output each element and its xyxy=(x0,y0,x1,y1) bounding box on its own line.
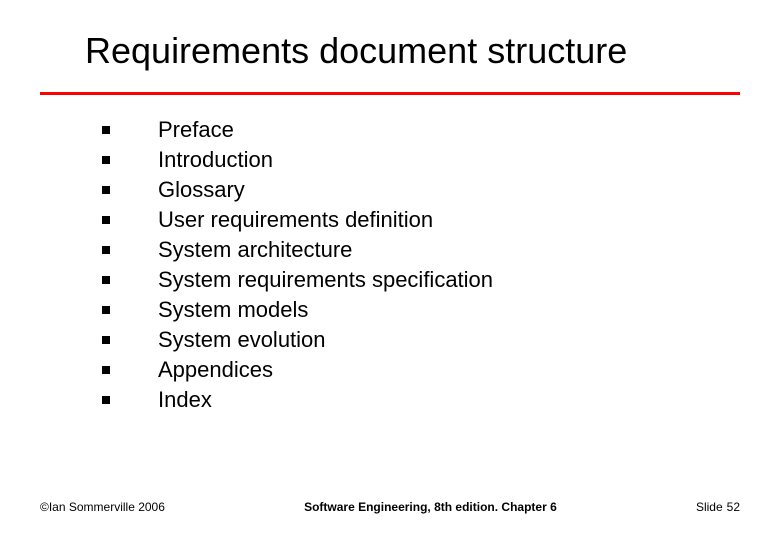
list-item-label: Appendices xyxy=(158,357,273,383)
title-underline-rule xyxy=(40,92,740,95)
bullet-icon xyxy=(102,366,110,374)
bullet-icon xyxy=(102,246,110,254)
list-item-label: Preface xyxy=(158,117,234,143)
list-item: System architecture xyxy=(102,235,493,265)
slide-footer: ©Ian Sommerville 2006 Software Engineeri… xyxy=(40,500,740,514)
bullet-icon xyxy=(102,276,110,284)
bullet-icon xyxy=(102,306,110,314)
footer-slide-number: Slide 52 xyxy=(696,500,740,514)
slide: Requirements document structure Preface … xyxy=(0,0,780,540)
list-item-label: System evolution xyxy=(158,327,326,353)
footer-slide-label: Slide xyxy=(696,500,723,514)
slide-title: Requirements document structure xyxy=(85,30,627,72)
list-item-label: System architecture xyxy=(158,237,352,263)
footer-slide-num-value: 52 xyxy=(727,500,740,514)
list-item-label: Glossary xyxy=(158,177,245,203)
list-item: System requirements specification xyxy=(102,265,493,295)
list-item: Appendices xyxy=(102,355,493,385)
list-item-label: System models xyxy=(158,297,308,323)
list-item-label: Index xyxy=(158,387,212,413)
list-item: Glossary xyxy=(102,175,493,205)
list-item-label: Introduction xyxy=(158,147,273,173)
bullet-icon xyxy=(102,126,110,134)
list-item: Introduction xyxy=(102,145,493,175)
list-item-label: User requirements definition xyxy=(158,207,433,233)
bullet-list: Preface Introduction Glossary User requi… xyxy=(102,115,493,415)
list-item: User requirements definition xyxy=(102,205,493,235)
bullet-icon xyxy=(102,336,110,344)
list-item: Index xyxy=(102,385,493,415)
list-item: Preface xyxy=(102,115,493,145)
bullet-icon xyxy=(102,216,110,224)
list-item: System models xyxy=(102,295,493,325)
bullet-icon xyxy=(102,186,110,194)
footer-book-title: Software Engineering, 8th edition. Chapt… xyxy=(304,500,557,514)
list-item-label: System requirements specification xyxy=(158,267,493,293)
list-item: System evolution xyxy=(102,325,493,355)
bullet-icon xyxy=(102,396,110,404)
footer-copyright: ©Ian Sommerville 2006 xyxy=(40,500,165,514)
bullet-icon xyxy=(102,156,110,164)
